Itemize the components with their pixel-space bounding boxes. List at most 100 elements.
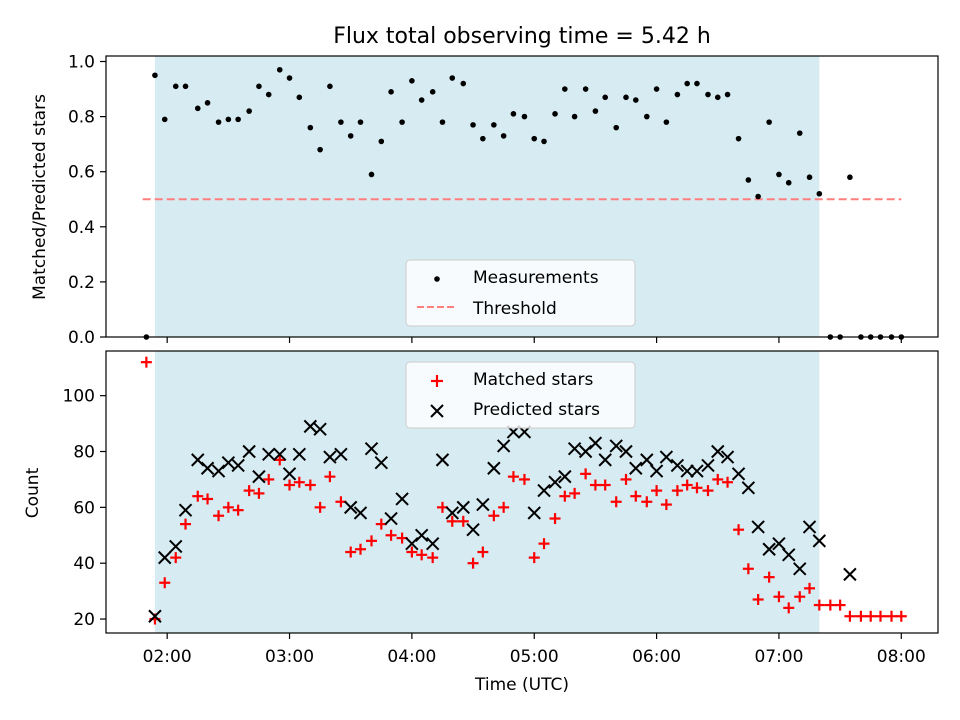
predicted-marker-b [567, 442, 582, 456]
predicted-star-point [303, 419, 318, 434]
count-y-tick-label: 60 [73, 498, 95, 518]
predicted-star-point [701, 458, 715, 473]
predicted-star-point [313, 422, 327, 436]
predicted-star-point [690, 464, 704, 478]
matched-star-point [304, 479, 316, 491]
legend-matched-marker [431, 375, 443, 387]
measurements-series [143, 66, 905, 340]
predicted-marker-b [282, 467, 297, 481]
predicted-star-point [466, 522, 480, 537]
predicted-star-point [334, 447, 348, 462]
matched-star-point [813, 599, 825, 611]
matched-star-point [580, 468, 592, 480]
predicted-star-point [282, 467, 297, 481]
measurement-point [276, 66, 283, 73]
measurement-point [663, 119, 670, 125]
predicted-star-point [741, 481, 756, 495]
predicted-marker-b [231, 458, 245, 473]
count-panel: 20 40 60 80 100 02:00 03:00 04:00 05:00 06:00 07:… [23, 350, 939, 695]
predicted-star-point [364, 442, 379, 456]
ratio-y-axis: 0.0 0.2 0.4 0.6 0.8 1.0 [68, 53, 106, 348]
ratio-y-tick-label: 0.6 [68, 163, 95, 183]
predicted-star-point [323, 450, 337, 464]
matched-star-point [895, 610, 907, 622]
predicted-star-point [252, 469, 266, 484]
ratio-y-tick-label: 0.2 [68, 273, 95, 293]
measurement-point [766, 119, 772, 125]
matched-star-point [773, 591, 785, 603]
predicted-star-point [148, 609, 162, 623]
predicted-marker-b [741, 481, 756, 495]
matched-star-point [222, 501, 234, 513]
predicted-star-point [629, 461, 643, 475]
measurement-point [161, 116, 168, 123]
count-y-tick-label: 20 [73, 610, 95, 630]
measurement-point [562, 86, 568, 92]
predicted-marker-b [812, 534, 827, 548]
predicted-marker-b [649, 464, 664, 478]
predicted-star-point [782, 548, 796, 562]
predicted-marker-b [731, 467, 746, 481]
predicted-marker-b [659, 450, 674, 464]
matched-star-point [865, 610, 877, 622]
matched-star-point [660, 499, 672, 511]
predicted-star-point [425, 536, 440, 551]
matched-star-point [518, 473, 530, 485]
time-x-tick-label: 04:00 [387, 647, 436, 667]
measurement-point [816, 190, 823, 197]
matched-star-point [783, 602, 795, 614]
predicted-star-point [537, 483, 551, 498]
matched-star-point [416, 549, 428, 561]
measurement-point [172, 83, 179, 90]
matched-star-point [752, 593, 764, 605]
count-y-tick-label: 80 [73, 443, 95, 463]
predicted-star-point [731, 467, 746, 481]
measurement-point [246, 108, 252, 114]
predicted-star-point [720, 450, 735, 464]
count-plot-frame [105, 350, 939, 634]
legend-measurements-marker [434, 276, 440, 282]
ratio-y-axis-label: Matched/Predicted stars [30, 94, 50, 300]
measurement-point [684, 80, 690, 87]
predicted-star-point [476, 497, 490, 512]
legend-matched-label: Matched stars [473, 370, 593, 390]
predicted-star-point [395, 492, 409, 506]
count-legend: Matched stars Predicted stars [405, 361, 636, 429]
measurement-point [357, 119, 364, 125]
ratio-y-tick-label: 0.0 [68, 328, 95, 348]
predicted-marker-b [629, 461, 643, 475]
predicted-marker-b [313, 422, 327, 436]
ratio-panel: 0.0 0.2 0.4 0.6 0.8 1.0 Matched/Predicted sta… [30, 53, 939, 348]
matched-star-point [763, 571, 775, 583]
measurement-point [806, 174, 813, 181]
matched-star-point [477, 546, 489, 558]
predicted-star-point [292, 447, 307, 462]
predicted-marker-b [343, 500, 358, 515]
time-x-axis: 02:00 03:00 04:00 05:00 06:00 07:00 08:00 [143, 633, 926, 667]
measurement-point [256, 83, 262, 90]
matched-star-point [406, 546, 418, 558]
predicted-marker-b [690, 464, 704, 478]
predicted-marker-b [242, 444, 256, 459]
legend-threshold-label: Threshold [472, 299, 557, 319]
measurement-point [409, 77, 415, 84]
predicted-marker-b [793, 562, 807, 576]
measurement-point [152, 72, 158, 79]
time-x-tick-label: 07:00 [754, 647, 803, 667]
predicted-star-point [670, 458, 685, 473]
measurement-point [644, 113, 650, 120]
matched-star-point [354, 543, 366, 555]
predicted-marker-b [558, 469, 572, 484]
count-legend-box [405, 361, 636, 429]
predicted-marker-b [148, 609, 162, 623]
ratio-x-ticks [166, 337, 902, 343]
predicted-marker-b [711, 444, 725, 459]
matched-star-point [886, 610, 898, 622]
predicted-star-point [680, 464, 694, 478]
measurement-point [429, 89, 436, 95]
matched-star-point [498, 501, 510, 513]
predicted-star-point [793, 562, 807, 576]
measurement-point [592, 108, 599, 114]
predicted-marker-b [374, 455, 389, 470]
